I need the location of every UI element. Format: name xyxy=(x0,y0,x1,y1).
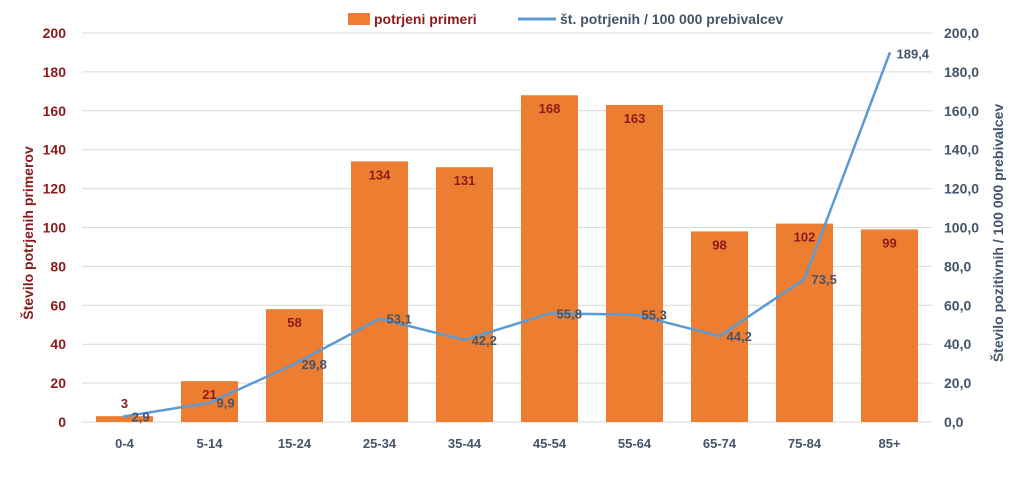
y-tick-label-left: 20 xyxy=(50,375,66,391)
x-tick-label: 15-24 xyxy=(278,436,312,451)
line-data-label: 73,5 xyxy=(812,272,837,287)
y-tick-label-right: 160,0 xyxy=(944,103,979,119)
bar xyxy=(861,229,918,422)
bar xyxy=(351,161,408,422)
line-point xyxy=(123,414,126,418)
line-point xyxy=(803,277,806,281)
x-tick-label: 75-84 xyxy=(788,436,822,451)
y-tick-label-left: 180 xyxy=(43,64,67,80)
right-axis-ticks: 0,0 20,0 40,0 60,0 80,0 100,0 120,0 140,0 160,0 1… xyxy=(944,25,979,430)
line-data-label: 29,8 xyxy=(302,357,327,372)
line-series xyxy=(123,52,891,418)
x-tick-label: 5-14 xyxy=(196,436,223,451)
line-data-label: 42,2 xyxy=(472,333,497,348)
bar-data-label: 168 xyxy=(539,101,561,116)
y-tick-label-right: 0,0 xyxy=(944,414,964,430)
y-axis-title-left: Število potrjenih primerov xyxy=(19,146,36,320)
y-tick-label-right: 120,0 xyxy=(944,181,979,197)
legend-bar-label: potrjeni primeri xyxy=(374,11,477,27)
x-tick-label: 65-74 xyxy=(703,436,737,451)
legend-line-label: št. potrjenih / 100 000 prebivalcev xyxy=(560,11,784,27)
y-tick-label-right: 80,0 xyxy=(944,258,971,274)
bar xyxy=(96,416,153,422)
y-tick-label-left: 40 xyxy=(50,336,66,352)
y-tick-label-right: 60,0 xyxy=(944,297,971,313)
legend: potrjeni primeri št. potrjenih / 100 000… xyxy=(348,11,784,27)
line-point xyxy=(888,52,891,56)
line-path xyxy=(124,53,891,418)
line-point xyxy=(718,334,721,338)
bar-data-label: 131 xyxy=(454,173,476,188)
bar xyxy=(776,223,833,422)
x-tick-label: 55-64 xyxy=(618,436,652,451)
bar-data-label: 58 xyxy=(287,315,301,330)
bar xyxy=(606,104,663,422)
y-tick-label-left: 100 xyxy=(43,220,67,236)
bar xyxy=(521,95,578,423)
x-tick-label: 25-34 xyxy=(363,436,397,451)
line-point xyxy=(208,401,211,405)
line-point xyxy=(378,317,381,321)
left-axis-ticks: 0 20 40 60 80 100 120 140 160 180 200 xyxy=(43,25,67,430)
y-tick-label-left: 60 xyxy=(50,297,66,313)
y-tick-label-right: 20,0 xyxy=(944,375,971,391)
line-data-label: 44,2 xyxy=(727,329,752,344)
legend-bar-swatch xyxy=(348,13,370,25)
x-tick-label: 0-4 xyxy=(115,436,135,451)
line-data-label: 2,9 xyxy=(132,409,150,424)
bar-series xyxy=(96,95,918,423)
y-tick-label-left: 160 xyxy=(43,103,67,119)
y-tick-label-right: 100,0 xyxy=(944,220,979,236)
y-tick-label-left: 0 xyxy=(58,414,66,430)
bar-data-label: 21 xyxy=(202,387,216,402)
x-tick-label: 45-54 xyxy=(533,436,567,451)
y-tick-label-left: 200 xyxy=(43,25,67,41)
y-tick-label-left: 80 xyxy=(50,258,66,274)
line-data-label: 189,4 xyxy=(897,47,930,62)
line-point xyxy=(463,338,466,342)
bar xyxy=(266,309,323,422)
bar-data-labels: 3 21 58 134 131 168 163 98 102 99 xyxy=(121,101,897,411)
line-point xyxy=(633,312,636,316)
line-data-label: 55,8 xyxy=(557,306,582,321)
y-tick-label-right: 200,0 xyxy=(944,25,979,41)
line-data-label: 55,3 xyxy=(642,307,667,322)
bar xyxy=(436,167,493,422)
y-tick-label-right: 140,0 xyxy=(944,142,979,158)
line-data-label: 53,1 xyxy=(387,312,412,327)
y-axis-title-right: Število pozitivnih / 100 000 prebivalcev xyxy=(989,104,1006,363)
line-data-labels: 2,9 9,9 29,8 53,1 42,2 55,8 55,3 44,2 73,5 189,4 xyxy=(132,47,930,425)
bar-data-label: 3 xyxy=(121,396,128,411)
y-tick-label-right: 180,0 xyxy=(944,64,979,80)
y-tick-label-left: 120 xyxy=(43,181,67,197)
x-tick-label: 35-44 xyxy=(448,436,482,451)
y-tick-label-right: 40,0 xyxy=(944,336,971,352)
bar-data-label: 99 xyxy=(882,235,896,250)
bar-data-label: 98 xyxy=(712,237,726,252)
bar xyxy=(691,231,748,422)
line-point xyxy=(548,311,551,315)
bar-data-label: 163 xyxy=(624,111,646,126)
x-axis-ticks: 0-4 5-14 15-24 25-34 35-44 45-54 55-64 65-74 75-… xyxy=(115,436,901,451)
bar-data-label: 102 xyxy=(794,230,816,245)
bar-data-label: 134 xyxy=(369,167,391,182)
line-point xyxy=(293,362,296,366)
line-data-label: 9,9 xyxy=(217,396,235,411)
y-tick-label-left: 140 xyxy=(43,142,67,158)
x-tick-label: 85+ xyxy=(878,436,900,451)
